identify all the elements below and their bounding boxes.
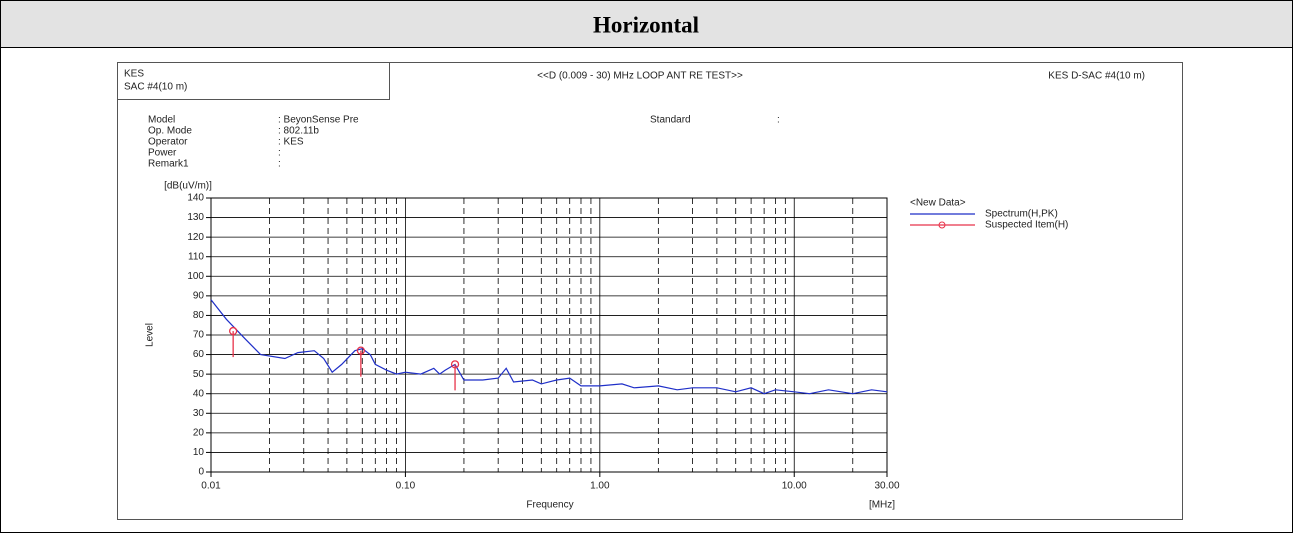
x-tick-label: 1.00: [590, 481, 610, 492]
y-tick-label: 100: [187, 271, 204, 282]
x-tick-label: 0.01: [201, 481, 221, 492]
field-value: : KES: [278, 137, 304, 148]
y-tick-label: 10: [193, 447, 205, 458]
x-unit: [MHz]: [869, 500, 895, 511]
y-unit: [dB(uV/m)]: [164, 181, 212, 192]
site: SAC #4(10 m): [124, 82, 187, 93]
y-tick-label: 60: [193, 349, 205, 360]
x-axis-label: Frequency: [526, 500, 573, 511]
x-tick-label: 30.00: [874, 481, 899, 492]
field-value: : BeyonSense Pre: [278, 115, 359, 126]
site: KES: [124, 69, 144, 80]
y-tick-label: 90: [193, 290, 205, 301]
y-tick-label: 40: [193, 388, 205, 399]
y-tick-label: 110: [188, 251, 204, 262]
y-tick-label: 140: [187, 193, 204, 204]
legend-label: Suspected Item(H): [985, 220, 1068, 231]
field-value: : 802.11b: [278, 126, 319, 137]
legend-title: <New Data>: [910, 198, 966, 209]
report-frame: [117, 62, 1183, 520]
standard-label: Standard: [650, 115, 691, 126]
site-box: [117, 62, 390, 100]
y-axis-label: Level: [145, 323, 156, 347]
field-value: :: [278, 159, 281, 170]
field-label: Op. Mode: [148, 126, 192, 137]
y-tick-label: 30: [193, 408, 205, 419]
legend-marker: [938, 221, 946, 229]
y-tick-label: 70: [193, 330, 205, 341]
test-title: <<D (0.009 - 30) MHz LOOP ANT RE TEST>>: [537, 71, 743, 82]
y-tick-label: 0: [198, 467, 204, 478]
suspect-marker: [450, 360, 460, 369]
y-tick-label: 20: [193, 427, 205, 438]
field-label: Remark1: [148, 159, 189, 170]
field-label: Operator: [148, 137, 188, 148]
field-label: Model: [148, 115, 175, 126]
suspect-marker: [229, 326, 238, 336]
header-row: [0, 0, 1293, 48]
y-tick-label: 120: [187, 232, 204, 243]
x-tick-label: 0.10: [396, 481, 416, 492]
y-tick-label: 80: [193, 310, 205, 321]
header-title: Horizontal: [593, 12, 699, 37]
suspect-marker: [356, 346, 366, 355]
site-right: KES D-SAC #4(10 m): [1048, 71, 1145, 82]
standard-value: :: [777, 115, 780, 126]
legend-label: Spectrum(H,PK): [985, 209, 1058, 220]
y-tick-label: 130: [187, 212, 204, 223]
field-label: Power: [148, 148, 177, 159]
x-tick-label: 10.00: [782, 481, 807, 492]
field-value: :: [278, 148, 281, 159]
y-tick-label: 50: [193, 369, 205, 380]
spectrum-line: [210, 299, 888, 395]
